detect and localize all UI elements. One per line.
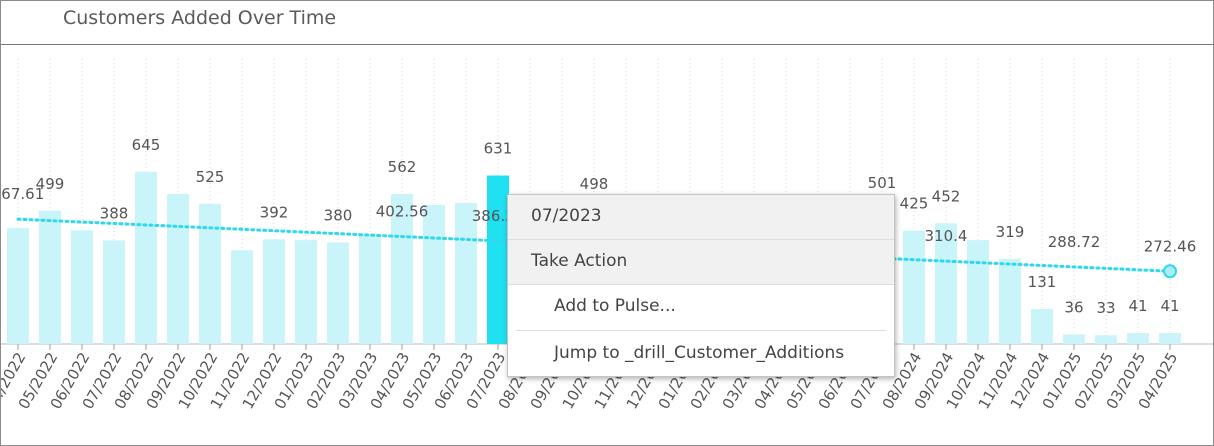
bar xyxy=(1159,333,1181,344)
data-label: 631 xyxy=(484,140,513,158)
bar xyxy=(1031,309,1053,344)
bar xyxy=(423,204,445,344)
bar xyxy=(263,239,285,344)
trend-label: 288.72 xyxy=(1048,233,1101,251)
bar xyxy=(199,203,221,344)
data-label: 36 xyxy=(1064,298,1083,316)
menu-header: 07/2023 xyxy=(508,195,894,240)
data-label: 319 xyxy=(996,223,1025,241)
bar xyxy=(1063,334,1085,344)
bar xyxy=(295,240,317,344)
data-label: 645 xyxy=(132,136,161,154)
menu-item[interactable]: Add to Pulse... xyxy=(508,285,894,330)
trend-label: 402.56 xyxy=(376,203,429,221)
bar xyxy=(7,228,29,344)
widget-title: Customers Added Over Time xyxy=(63,7,337,29)
bar xyxy=(1095,335,1117,344)
bar xyxy=(71,230,93,344)
bar xyxy=(135,171,157,344)
trend-label: 272.46 xyxy=(1144,237,1197,255)
data-label: 525 xyxy=(196,168,225,186)
bar xyxy=(167,193,189,344)
bar xyxy=(999,258,1021,344)
bar xyxy=(903,230,925,344)
bar xyxy=(487,175,509,344)
context-menu: 07/2023 Take Action Add to Pulse... Jump… xyxy=(507,194,895,377)
bar xyxy=(359,234,381,344)
data-label: 452 xyxy=(932,187,961,205)
data-label: 562 xyxy=(388,158,417,176)
bar xyxy=(391,193,413,344)
data-label: 425 xyxy=(900,195,929,213)
menu-section-text: Take Action xyxy=(531,251,628,271)
data-label: 501 xyxy=(868,174,897,192)
data-label: 41 xyxy=(1128,297,1147,315)
bar xyxy=(103,240,125,344)
data-label: 41 xyxy=(1160,297,1179,315)
data-label: 392 xyxy=(260,203,289,221)
menu-item-text[interactable]: Jump to _drill_Customer_Additions xyxy=(554,343,845,363)
menu-section: Take Action xyxy=(508,240,894,285)
title-bar xyxy=(1,1,1213,45)
data-label: 388 xyxy=(100,204,129,222)
trend-label: 310.4 xyxy=(925,227,968,245)
data-label: 498 xyxy=(580,175,609,193)
data-label: 499 xyxy=(36,175,65,193)
trend-label: 467.61 xyxy=(1,185,44,203)
bar xyxy=(39,210,61,344)
bar xyxy=(327,242,349,344)
data-label: 380 xyxy=(324,207,353,225)
data-label: 131 xyxy=(1028,273,1057,291)
bar xyxy=(1127,333,1149,344)
bar xyxy=(231,250,253,344)
menu-item-text[interactable]: Add to Pulse... xyxy=(554,296,676,316)
menu-header-text: 07/2023 xyxy=(531,206,602,226)
bar xyxy=(967,240,989,344)
bar xyxy=(935,223,957,344)
data-label: 33 xyxy=(1096,299,1115,317)
menu-item[interactable]: Jump to _drill_Customer_Additions xyxy=(508,332,894,377)
trend-end-point xyxy=(1163,264,1177,279)
menu-separator xyxy=(516,330,886,331)
